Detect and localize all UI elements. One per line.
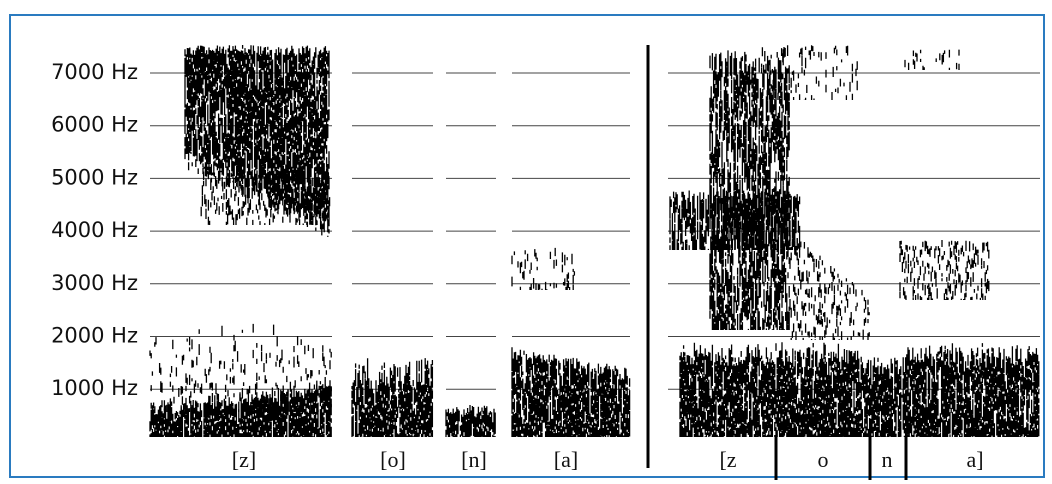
- y-axis-label: 5000 Hz: [51, 165, 138, 189]
- spectral-energy: [789, 234, 870, 340]
- spectral-energy: [511, 347, 631, 437]
- segment-label: a]: [966, 447, 983, 472]
- segment-label: [z: [719, 447, 736, 472]
- segment-label: [a]: [554, 447, 578, 472]
- spectrogram: [149, 45, 1040, 437]
- spectral-energy: [679, 342, 1040, 437]
- spectral-energy: [351, 358, 434, 437]
- segment-label: [o]: [380, 447, 406, 472]
- spectral-energy: [445, 405, 496, 437]
- spectral-energy: [669, 190, 801, 250]
- spectral-energy: [761, 45, 858, 100]
- y-axis-label: 4000 Hz: [51, 218, 138, 242]
- y-axis-label: 1000 Hz: [51, 376, 138, 400]
- spectral-energy: [899, 240, 990, 300]
- spectral-energy: [184, 45, 330, 237]
- segment-label: o: [818, 447, 829, 472]
- spectral-energy: [904, 49, 960, 70]
- segment-label: [z]: [232, 447, 256, 472]
- spectral-energy: [200, 170, 331, 225]
- segment-label: n: [882, 447, 893, 472]
- y-axis-label: 6000 Hz: [51, 113, 138, 137]
- y-axis-label: 3000 Hz: [51, 271, 138, 295]
- spectral-energy: [149, 323, 332, 412]
- labels: 7000 Hz 6000 Hz 5000 Hz 4000 Hz 3000 Hz 2000 …: [51, 60, 983, 472]
- y-axis-label: 7000 Hz: [51, 60, 138, 84]
- spectral-energy: [511, 247, 576, 290]
- spectral-energy: [149, 380, 332, 437]
- segment-label: [n]: [461, 447, 487, 472]
- y-axis-label: 2000 Hz: [51, 324, 138, 348]
